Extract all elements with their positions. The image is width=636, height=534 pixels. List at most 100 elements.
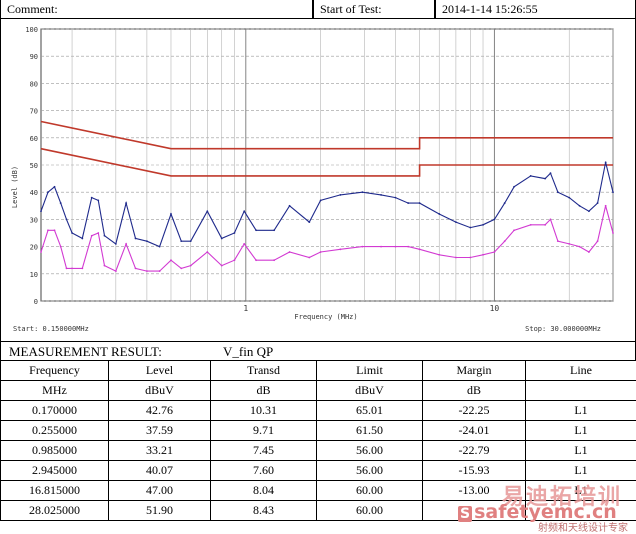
data-point: [234, 232, 236, 234]
data-point: [469, 227, 471, 229]
data-point: [135, 238, 137, 240]
table-cell: MHz: [1, 381, 109, 401]
data-point: [81, 267, 83, 269]
data-point: [289, 205, 291, 207]
table-cell: dBuV: [109, 381, 211, 401]
data-point: [115, 243, 117, 245]
data-point: [320, 251, 322, 253]
table-cell: L1: [526, 401, 636, 421]
x-tick-label: 10: [490, 304, 500, 313]
table-cell: -22.25: [423, 401, 526, 421]
table-cell: Transd: [211, 361, 317, 381]
data-point: [395, 246, 397, 248]
table-cell: dB: [211, 381, 317, 401]
data-point: [395, 197, 397, 199]
table-cell: 60.00: [317, 481, 423, 501]
table-cell: Frequency: [1, 361, 109, 381]
data-point: [455, 257, 457, 259]
data-point: [438, 254, 440, 256]
data-point: [71, 267, 73, 269]
data-point: [54, 186, 56, 188]
data-point: [493, 219, 495, 221]
data-point: [66, 267, 68, 269]
data-point: [419, 202, 421, 204]
data-point: [308, 257, 310, 259]
table-cell: 9.71: [211, 421, 317, 441]
data-point: [588, 251, 590, 253]
data-point: [530, 224, 532, 226]
table-cell: L1: [526, 481, 636, 501]
x-tick-label: 1: [243, 304, 248, 313]
measurement-result-title: MEASUREMENT RESULT:: [9, 344, 162, 360]
y-tick-label: 0: [34, 298, 38, 306]
table-cell: 28.025000: [1, 501, 109, 521]
measurement-result-bar: MEASUREMENT RESULT: V_fin QP: [0, 341, 636, 361]
data-point: [125, 202, 127, 204]
y-tick-label: 70: [30, 108, 38, 116]
data-point: [504, 240, 506, 242]
table-cell: L1: [526, 441, 636, 461]
data-point: [407, 202, 409, 204]
data-point: [605, 161, 607, 163]
table-cell: [526, 501, 636, 521]
data-point: [588, 210, 590, 212]
data-point: [612, 232, 614, 234]
data-point: [71, 232, 73, 234]
data-point: [97, 199, 99, 201]
table-cell: 47.00: [109, 481, 211, 501]
data-point: [243, 243, 245, 245]
data-point: [47, 229, 49, 231]
data-point: [190, 240, 192, 242]
data-point: [579, 246, 581, 248]
table-cell: 0.985000: [1, 441, 109, 461]
table-cell: -24.01: [423, 421, 526, 441]
table-cell: 42.76: [109, 401, 211, 421]
data-point: [289, 251, 291, 253]
data-point: [146, 270, 148, 272]
data-point: [60, 202, 62, 204]
data-point: [115, 270, 117, 272]
table-cell: 51.90: [109, 501, 211, 521]
data-point: [339, 194, 341, 196]
data-point: [180, 240, 182, 242]
table-cell: 56.00: [317, 461, 423, 481]
table-cell: Level: [109, 361, 211, 381]
table-cell: Line: [526, 361, 636, 381]
data-point: [273, 259, 275, 261]
data-point: [544, 224, 546, 226]
data-point: [455, 221, 457, 223]
data-point: [557, 191, 559, 193]
data-point: [190, 265, 192, 267]
data-point: [234, 259, 236, 261]
table-cell: 65.01: [317, 401, 423, 421]
table-cell: 16.815000: [1, 481, 109, 501]
y-axis-label: Level (dB): [11, 166, 19, 208]
data-point: [104, 265, 106, 267]
x-axis: 1 10: [243, 304, 499, 313]
data-point: [221, 238, 223, 240]
table-cell: -22.79: [423, 441, 526, 461]
y-tick-label: 60: [30, 135, 38, 143]
table-cell: 56.00: [317, 441, 423, 461]
data-point: [568, 197, 570, 199]
x-axis-label: Frequency (MHz): [294, 313, 357, 321]
data-point: [66, 219, 68, 221]
data-point: [40, 210, 42, 212]
table-cell: L1: [526, 421, 636, 441]
data-point: [530, 175, 532, 177]
data-point: [206, 251, 208, 253]
start-of-test-value: 2014-1-14 15:26:55: [435, 0, 636, 19]
data-point: [362, 246, 364, 248]
data-point: [513, 186, 515, 188]
table-cell: Limit: [317, 361, 423, 381]
table-cell: 37.59: [109, 421, 211, 441]
table-cell: 0.255000: [1, 421, 109, 441]
data-point: [221, 265, 223, 267]
start-frequency-text: Start: 0.150000MHz: [13, 325, 89, 333]
